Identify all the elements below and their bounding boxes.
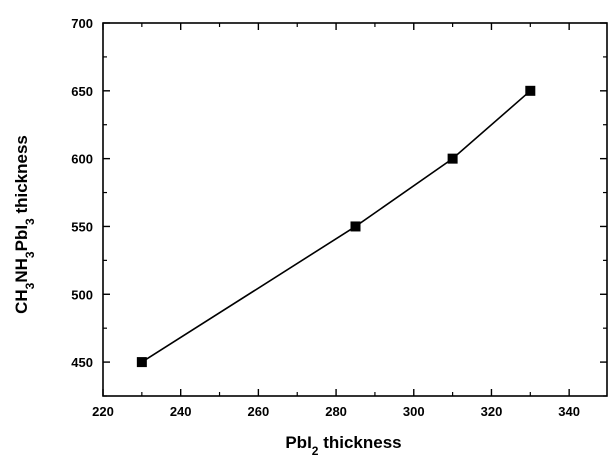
- x-tick-label: 320: [481, 404, 503, 419]
- x-axis-title: PbI2 thickness: [285, 433, 401, 458]
- y-axis-ticks: 450 500 550 600 650 700: [71, 16, 607, 397]
- plot-frame: [102, 22, 608, 397]
- x-tick-label: 280: [325, 404, 347, 419]
- data-point: [447, 153, 458, 164]
- y-tick-label: 650: [71, 84, 93, 99]
- title-text: PbI: [12, 225, 31, 251]
- subscript: 3: [23, 282, 37, 289]
- title-text: PbI: [285, 433, 311, 452]
- x-axis-ticks: 220 240 260 280 300 320 340: [92, 23, 580, 419]
- data-point: [525, 85, 536, 96]
- y-axis-title: CH3NH3PbI3 thickness: [12, 135, 37, 314]
- y-tick-label: 450: [71, 355, 93, 370]
- title-text: thickness: [12, 135, 31, 218]
- x-tick-label: 240: [170, 404, 192, 419]
- y-tick-label: 600: [71, 152, 93, 167]
- series-line: [141, 90, 531, 363]
- title-text: CH: [12, 289, 31, 314]
- y-tick-label: 500: [71, 287, 93, 302]
- x-tick-label: 300: [403, 404, 425, 419]
- axes-frame: [102, 22, 608, 397]
- x-tick-label: 340: [558, 404, 580, 419]
- subscript: 3: [23, 218, 37, 225]
- subscript: 2: [312, 444, 319, 458]
- y-tick-label: 700: [71, 16, 93, 31]
- subscript: 3: [23, 251, 37, 258]
- data-series: [136, 85, 536, 368]
- data-point: [350, 221, 361, 232]
- x-tick-label: 220: [92, 404, 114, 419]
- data-point: [136, 357, 147, 368]
- title-text: thickness: [318, 433, 401, 452]
- title-text: NH: [12, 258, 31, 283]
- x-tick-label: 260: [248, 404, 270, 419]
- y-tick-label: 550: [71, 219, 93, 234]
